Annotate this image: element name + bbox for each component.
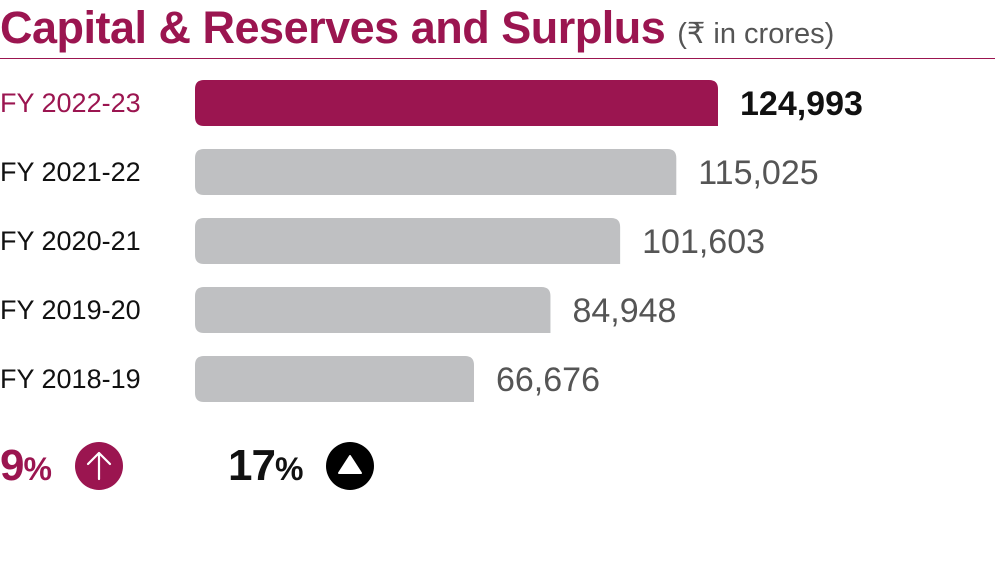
chart-header: Capital & Reserves and Surplus (₹ in cro… bbox=[0, 0, 995, 59]
chart-title: Capital & Reserves and Surplus (₹ in cro… bbox=[0, 2, 834, 54]
chart-unit-note: (₹ in crores) bbox=[677, 18, 835, 50]
stat-five-year-value: 17% bbox=[228, 441, 303, 490]
stat-five-year-growth: 17% bbox=[228, 438, 375, 494]
value-label: 124,993 bbox=[740, 85, 863, 123]
bars-group: FY 2022-23 124,993 FY 2021-22 115,025 FY 202… bbox=[0, 80, 863, 402]
stat-one-year-value: 9% bbox=[0, 441, 52, 490]
arrow-up-circle-icon bbox=[74, 442, 123, 490]
category-label: FY 2018-19 bbox=[0, 364, 141, 394]
category-label: FY 2022-23 bbox=[0, 88, 141, 118]
category-label: FY 2021-22 bbox=[0, 157, 141, 187]
bar-chart: FY 2022-23 124,993 FY 2021-22 115,025 FY 202… bbox=[0, 80, 863, 402]
bar bbox=[195, 356, 474, 402]
bar bbox=[195, 287, 551, 333]
value-label: 115,025 bbox=[698, 154, 818, 192]
growth-stats: 9% 17% bbox=[0, 438, 1007, 494]
bar bbox=[195, 218, 621, 264]
stat-one-year-growth: 9% bbox=[0, 438, 123, 494]
triangle-up-circle-icon bbox=[326, 442, 375, 490]
category-label: FY 2020-21 bbox=[0, 226, 141, 256]
value-label: 84,948 bbox=[572, 292, 676, 330]
category-label: FY 2019-20 bbox=[0, 295, 141, 325]
value-label: 66,676 bbox=[496, 361, 600, 399]
bar bbox=[195, 80, 718, 126]
chart-title-text: Capital & Reserves and Surplus bbox=[0, 2, 666, 53]
bar bbox=[195, 149, 677, 195]
value-label: 101,603 bbox=[642, 223, 765, 261]
